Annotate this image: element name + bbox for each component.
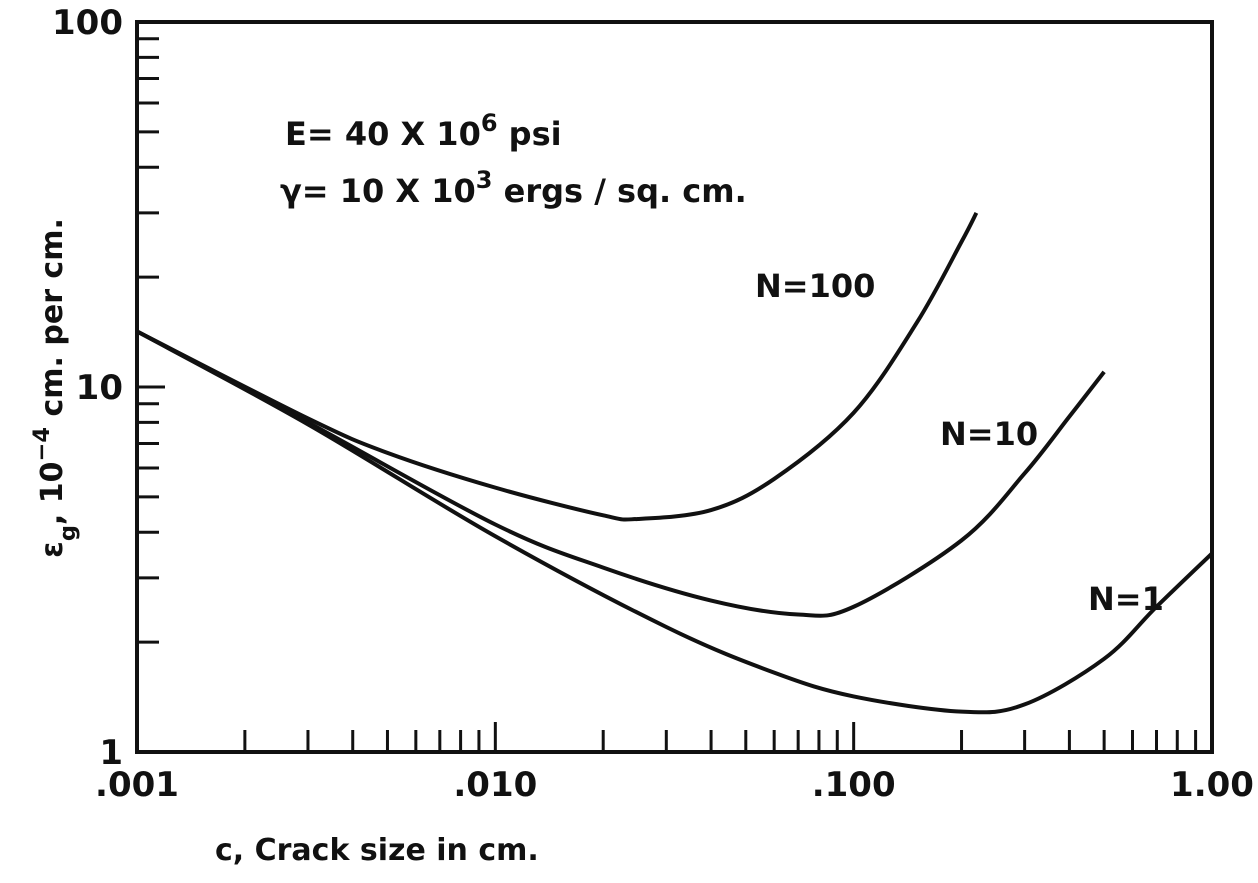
text-part: E= 40 X 10 bbox=[285, 115, 481, 153]
x-tick-label: 1.00 bbox=[1170, 765, 1254, 805]
series-label: N=1 bbox=[1088, 580, 1164, 618]
y-axis-label: εg, 10−4 cm. per cm. bbox=[29, 218, 81, 558]
text-part: −4 bbox=[29, 427, 55, 462]
x-tick-label: .001 bbox=[95, 765, 179, 805]
text-part: 3 bbox=[476, 166, 493, 194]
annotation: γ= 10 X 103 ergs / sq. cm. bbox=[280, 166, 747, 210]
y-tick-label: 100 bbox=[52, 3, 123, 43]
text-part: , 10 bbox=[35, 461, 70, 525]
text-part: psi bbox=[498, 115, 562, 153]
curve bbox=[136, 329, 1214, 715]
series-label: N=10 bbox=[940, 415, 1038, 453]
text-part: g bbox=[55, 525, 81, 541]
text-part: ε bbox=[35, 541, 70, 558]
x-tick-label: .010 bbox=[453, 765, 537, 805]
y-tick-label: 1 bbox=[99, 733, 123, 773]
y-tick-label: 10 bbox=[76, 368, 123, 408]
text-part: ergs / sq. cm. bbox=[492, 172, 746, 210]
x-axis-label: c, Crack size in cm. bbox=[215, 833, 539, 868]
text-part: γ= 10 X 10 bbox=[280, 172, 476, 210]
curve bbox=[136, 329, 1106, 618]
text-part: 6 bbox=[481, 109, 498, 137]
curve bbox=[136, 211, 979, 522]
x-tick-label: .100 bbox=[812, 765, 896, 805]
series-label: N=100 bbox=[755, 267, 875, 305]
annotation: E= 40 X 106 psi bbox=[285, 109, 562, 153]
text-part: cm. per cm. bbox=[35, 218, 70, 427]
